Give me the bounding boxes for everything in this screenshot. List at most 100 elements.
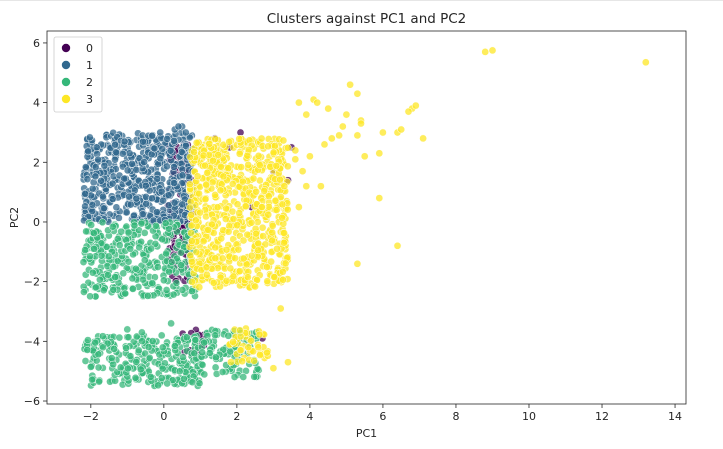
cluster-3-point xyxy=(204,226,213,234)
cluster-1-point xyxy=(83,175,92,183)
cluster-3-point xyxy=(250,357,258,365)
cluster-3-point xyxy=(280,182,289,191)
y-tick-label: −4 xyxy=(24,335,40,348)
cluster-2-point xyxy=(99,343,107,352)
cluster-2-point xyxy=(146,373,155,381)
cluster-2-point xyxy=(177,248,185,257)
cluster-3-point xyxy=(257,203,266,211)
cluster-3-point xyxy=(263,277,272,286)
cluster-2-point xyxy=(119,269,128,278)
cluster-1-point xyxy=(178,171,187,180)
cluster-2-point xyxy=(88,375,96,384)
cluster-3-point xyxy=(254,246,263,255)
cluster-3-point xyxy=(203,270,211,279)
cluster-2-point xyxy=(86,292,94,301)
cluster-2-point xyxy=(158,343,167,352)
cluster-3-point xyxy=(252,229,260,238)
cluster-3-point xyxy=(185,180,194,189)
legend-marker-0 xyxy=(61,43,71,53)
cluster-1-point xyxy=(170,179,178,187)
cluster-3-point xyxy=(264,210,273,219)
legend-marker-2 xyxy=(61,77,71,87)
cluster-3-point xyxy=(193,172,202,181)
cluster-3-point xyxy=(229,272,238,281)
cluster-1-point xyxy=(99,204,108,213)
cluster-1-point xyxy=(81,190,90,198)
cluster-2-point xyxy=(148,279,157,287)
cluster-3-point xyxy=(268,228,277,237)
cluster-3-point xyxy=(283,162,292,171)
cluster-2-point xyxy=(161,219,170,228)
y-tick-label: −2 xyxy=(24,276,40,289)
cluster-2-point xyxy=(205,349,214,357)
cluster-2-point xyxy=(130,221,139,230)
legend: 0 1 2 3 xyxy=(53,36,103,113)
cluster-3-point xyxy=(338,122,347,131)
cluster-3-point xyxy=(239,236,248,245)
cluster-3-point xyxy=(269,148,278,157)
cluster-3-point xyxy=(263,348,271,357)
cluster-2-point xyxy=(137,219,146,228)
cluster-1-point xyxy=(163,135,172,143)
cluster-2-point xyxy=(116,363,125,372)
cluster-2-point xyxy=(162,286,171,294)
cluster-3-point xyxy=(229,215,238,223)
cluster-3-point xyxy=(201,195,210,204)
cluster-3-point xyxy=(327,134,336,143)
cluster-1-point xyxy=(91,172,100,181)
cluster-1-point xyxy=(153,174,162,183)
cluster-2-point xyxy=(140,229,149,237)
cluster-2-point xyxy=(163,379,172,388)
cluster-1-point xyxy=(88,201,97,209)
cluster-1-point xyxy=(81,202,89,211)
cluster-3-point xyxy=(279,275,287,284)
cluster-3-point xyxy=(233,200,242,209)
cluster-1-point xyxy=(108,179,117,188)
cluster-2-point xyxy=(108,222,117,231)
cluster-1-point xyxy=(97,176,105,185)
cluster-3-point xyxy=(224,227,233,236)
cluster-3-point xyxy=(346,80,354,89)
cluster-2-point xyxy=(172,279,181,287)
cluster-1-point xyxy=(164,191,173,199)
chart-title: Clusters against PC1 and PC2 xyxy=(267,11,467,27)
cluster-3-point xyxy=(229,338,237,346)
cluster-3-point xyxy=(205,139,214,148)
cluster-2-point xyxy=(200,370,209,379)
cluster-2-point xyxy=(182,333,191,342)
cluster-2-point xyxy=(97,251,106,260)
cluster-3-point xyxy=(302,110,311,119)
cluster-2-point xyxy=(132,358,141,366)
cluster-3-point xyxy=(209,156,217,165)
cluster-1-point xyxy=(130,211,138,220)
cluster-2-point xyxy=(124,228,133,237)
cluster-2-point xyxy=(110,345,118,353)
cluster-3-point xyxy=(272,206,281,214)
cluster-3-point xyxy=(265,202,273,211)
legend-label-2: 2 xyxy=(86,76,93,89)
cluster-3-point xyxy=(237,163,246,171)
cluster-2-point xyxy=(126,244,135,253)
cluster-3-point xyxy=(192,248,201,256)
cluster-2-point xyxy=(117,227,125,236)
cluster-1-point xyxy=(94,155,102,164)
cluster-1-point xyxy=(158,145,167,153)
cluster-3-point xyxy=(216,186,225,195)
cluster-1-point xyxy=(170,198,179,207)
cluster-3-point xyxy=(191,216,200,225)
cluster-3-point xyxy=(213,203,222,212)
cluster-2-point xyxy=(167,319,175,328)
cluster-3-point xyxy=(209,278,218,287)
cluster-3-point xyxy=(236,346,245,355)
cluster-3-point xyxy=(317,182,325,191)
points-layer xyxy=(79,46,650,390)
cluster-2-point xyxy=(88,268,97,277)
cluster-2-point xyxy=(154,263,162,271)
cluster-3-point xyxy=(238,357,247,366)
cluster-1-point xyxy=(141,181,150,190)
cluster-2-point xyxy=(79,258,88,266)
cluster-3-point xyxy=(186,251,195,260)
cluster-3-point xyxy=(244,343,253,352)
cluster-3-point xyxy=(236,326,244,335)
cluster-3-point xyxy=(187,229,195,237)
